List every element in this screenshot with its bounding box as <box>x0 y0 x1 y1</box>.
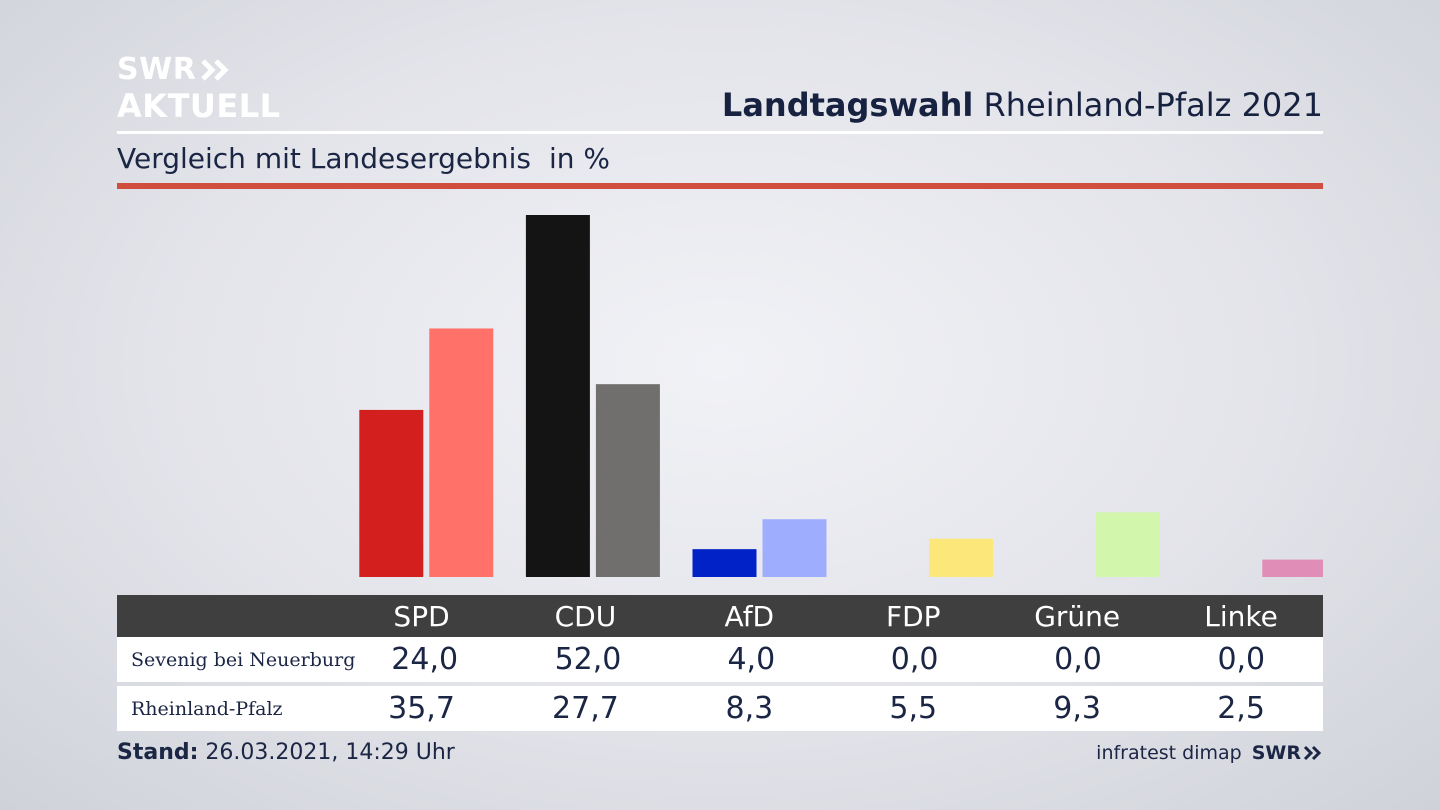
value-cell: 4,0 <box>727 642 776 677</box>
bar-afd-series-1 <box>692 549 757 577</box>
row-label: Sevenig bei Neuerburg <box>131 648 356 671</box>
timestamp: Stand: 26.03.2021, 14:29 Uhr <box>117 740 455 765</box>
stand-value: 26.03.2021, 14:29 Uhr <box>205 740 455 765</box>
value-cell: 0,0 <box>890 642 939 677</box>
header-gruene: Grüne <box>1034 599 1121 633</box>
header-afd: AfD <box>724 599 775 633</box>
double-chevron-right-icon <box>1303 745 1322 761</box>
title-rest: Rheinland-Pfalz 2021 <box>983 86 1323 124</box>
logo-line2: AKTUELL <box>117 87 281 125</box>
value-cell: 0,0 <box>1054 642 1102 677</box>
header-linke: Linke <box>1204 599 1278 633</box>
value-cell: 2,5 <box>1217 691 1265 726</box>
bar-spd-series-1 <box>359 409 424 577</box>
bar-cdu-series-2 <box>595 384 660 577</box>
accent-divider <box>117 183 1323 189</box>
header-spd: SPD <box>393 599 450 633</box>
bar-linke-series-2 <box>1262 559 1323 577</box>
bar-spd-series-2 <box>429 328 494 577</box>
table-row: Rheinland-Pfalz 35,7 27,7 8,3 5,5 9,3 2,… <box>117 686 1323 731</box>
source-credit: infratest dimap SWR <box>1096 742 1323 764</box>
value-cell: 9,3 <box>1053 691 1102 726</box>
double-chevron-right-icon <box>201 59 229 81</box>
logo-line1: SWR <box>117 52 197 87</box>
value-cell: 5,5 <box>889 691 938 726</box>
bar-cdu-series-1 <box>525 215 590 577</box>
broadcaster-name: SWR <box>1251 742 1301 764</box>
header-cdu: CDU <box>554 599 617 633</box>
bar-fdp-series-2 <box>929 538 994 577</box>
bar-grüne-series-2 <box>1095 512 1160 577</box>
subtitle-text: Vergleich mit Landesergebnis <box>117 142 531 175</box>
broadcaster-logo: SWR <box>1252 742 1323 764</box>
row-label: Rheinland-Pfalz <box>131 697 283 720</box>
chart-subtitle: Vergleich mit Landesergebnis in % <box>117 142 610 175</box>
stand-label: Stand: <box>117 740 199 765</box>
table-header: SPD CDU AfD FDP Grüne Linke <box>117 595 1323 637</box>
results-table: SPD CDU AfD FDP Grüne Linke Sevenig bei … <box>117 595 1323 731</box>
value-cell: 35,7 <box>388 691 455 726</box>
value-cell: 8,3 <box>725 691 774 726</box>
title-bold: Landtagswahl <box>721 86 974 124</box>
header-fdp: FDP <box>885 599 941 633</box>
value-cell: 0,0 <box>1217 642 1266 677</box>
institute-name: infratest dimap <box>1096 742 1242 764</box>
subtitle-unit: in % <box>548 142 611 175</box>
swr-aktuell-logo: SWR AKTUELL <box>117 52 281 125</box>
value-cell: 24,0 <box>391 642 459 677</box>
value-cell: 27,7 <box>552 691 619 726</box>
bar-afd-series-2 <box>762 519 827 577</box>
bar-chart <box>359 215 1323 577</box>
header-divider <box>117 131 1323 134</box>
page-title: Landtagswahl Rheinland-Pfalz 2021 <box>722 86 1323 124</box>
table-row: Sevenig bei Neuerburg 24,0 52,0 4,0 0,0 … <box>117 637 1323 682</box>
value-cell: 52,0 <box>554 642 622 677</box>
